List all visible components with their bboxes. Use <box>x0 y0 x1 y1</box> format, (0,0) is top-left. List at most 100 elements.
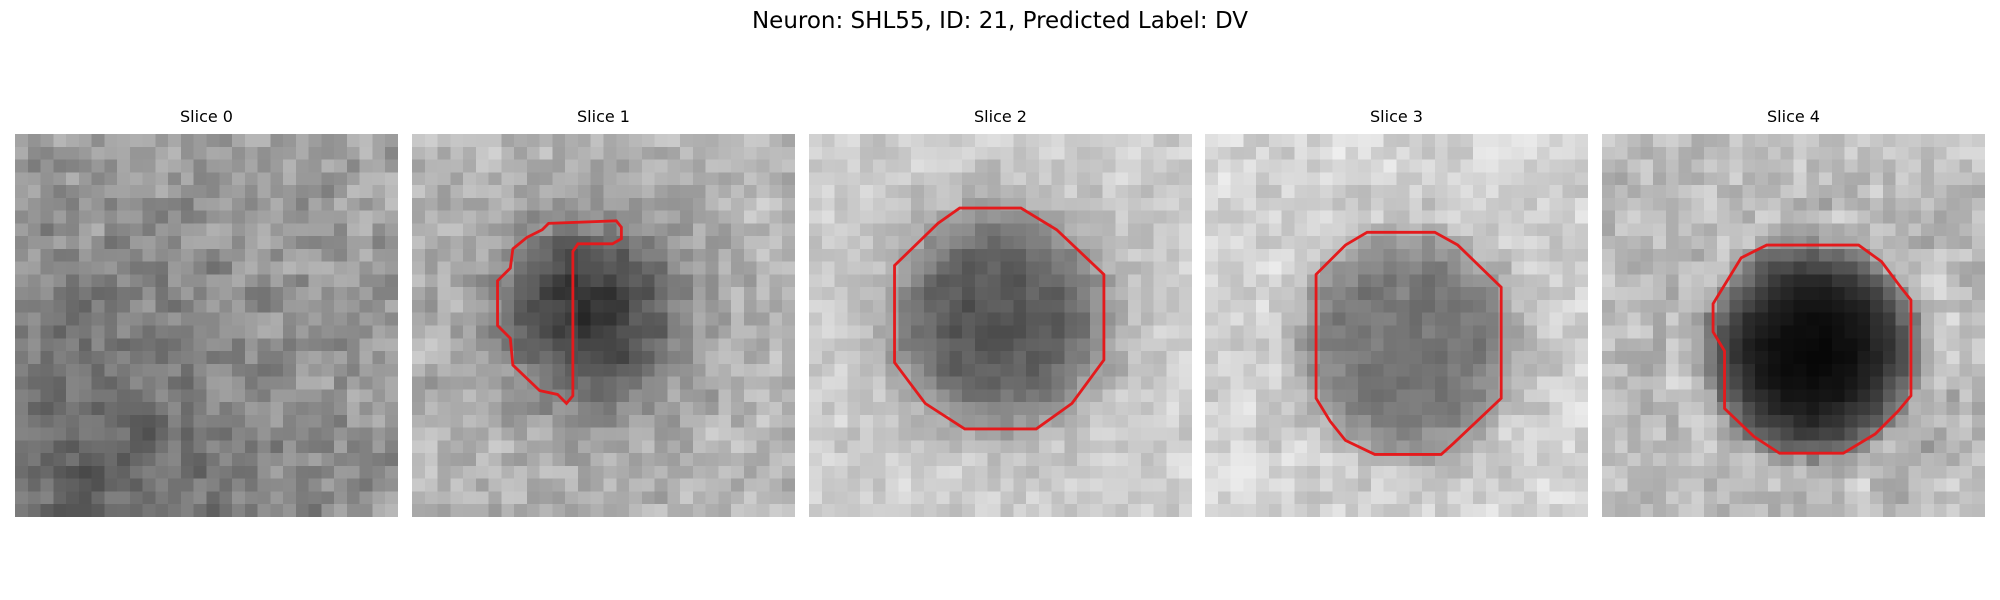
pixel <box>129 197 144 211</box>
pixel <box>308 299 322 314</box>
pixel <box>475 312 489 326</box>
pixel <box>412 287 426 301</box>
pixel <box>743 389 758 403</box>
pixel <box>1013 338 1027 352</box>
pixel <box>1678 261 1692 275</box>
pixel <box>53 491 67 505</box>
pixel <box>1434 325 1448 339</box>
pixel <box>359 261 373 275</box>
pixel <box>987 440 1001 454</box>
pixel <box>1000 274 1014 288</box>
slice-image <box>1205 134 1588 517</box>
pixel <box>27 185 41 199</box>
pixel <box>475 299 489 314</box>
pixel <box>1434 312 1448 326</box>
pixel <box>412 478 426 492</box>
pixel <box>718 172 732 186</box>
pixel <box>629 312 643 326</box>
pixel <box>1575 236 1588 250</box>
pixel <box>654 185 668 199</box>
pixel <box>1345 491 1359 505</box>
pixel <box>1038 172 1052 186</box>
pixel <box>949 338 963 352</box>
pixel <box>782 299 795 314</box>
pixel <box>1089 427 1104 441</box>
pixel <box>168 504 182 517</box>
pixel <box>488 440 502 454</box>
pixel <box>1460 172 1474 186</box>
pixel <box>1562 274 1576 288</box>
pixel <box>1051 351 1065 365</box>
pixel <box>1332 197 1346 211</box>
pixel <box>821 274 835 288</box>
pixel <box>283 491 297 505</box>
pixel <box>756 389 770 403</box>
pixel <box>1972 172 1985 186</box>
pixel <box>1307 351 1321 365</box>
pixel <box>898 465 912 480</box>
pixel <box>1153 338 1167 352</box>
pixel <box>359 159 373 173</box>
pixel <box>1383 185 1397 199</box>
pixel <box>1857 287 1871 301</box>
pixel <box>1921 402 1935 416</box>
pixel <box>270 261 284 275</box>
pixel <box>168 465 182 480</box>
pixel <box>821 236 835 250</box>
pixel <box>232 248 246 263</box>
pixel <box>911 185 925 199</box>
pixel <box>1077 172 1091 186</box>
pixel <box>1128 312 1142 326</box>
pixel <box>1742 274 1756 288</box>
pixel <box>692 261 707 275</box>
pixel <box>718 312 732 326</box>
pixel <box>257 159 271 173</box>
pixel <box>565 159 579 173</box>
pixel <box>821 210 835 224</box>
pixel <box>1640 248 1654 263</box>
pixel <box>40 159 54 173</box>
pixel <box>129 274 144 288</box>
pixel <box>1806 465 1820 480</box>
pixel <box>821 440 835 454</box>
pixel <box>936 478 950 492</box>
pixel <box>193 172 207 186</box>
pixel <box>1217 223 1231 237</box>
pixel <box>283 351 297 365</box>
pixel <box>257 274 271 288</box>
pixel <box>898 223 912 237</box>
pixel <box>1345 197 1359 211</box>
pixel <box>731 351 745 365</box>
pixel <box>885 376 899 390</box>
pixel <box>1370 159 1385 173</box>
pixel <box>1370 210 1385 224</box>
pixel <box>1370 236 1385 250</box>
pixel <box>641 210 655 224</box>
pixel <box>321 440 335 454</box>
pixel <box>1908 197 1922 211</box>
pixel <box>321 223 335 237</box>
pixel <box>1627 134 1641 148</box>
pixel <box>1524 376 1538 390</box>
pixel <box>193 491 207 505</box>
pixel <box>244 402 258 416</box>
pixel <box>1409 389 1423 403</box>
pixel <box>1256 491 1270 505</box>
pixel <box>437 389 451 403</box>
pixel <box>385 146 398 160</box>
pixel <box>1153 351 1167 365</box>
pixel <box>219 159 233 173</box>
pixel <box>1128 299 1142 314</box>
pixel <box>437 427 451 441</box>
pixel <box>1307 210 1321 224</box>
pixel <box>450 197 464 211</box>
pixel <box>590 504 604 517</box>
pixel <box>1307 427 1321 441</box>
pixel <box>1038 363 1052 377</box>
pixel <box>1678 236 1692 250</box>
pixel <box>1166 389 1180 403</box>
pixel <box>1434 389 1448 403</box>
pixel <box>1307 223 1321 237</box>
pixel <box>1026 402 1040 416</box>
pixel <box>1409 172 1423 186</box>
